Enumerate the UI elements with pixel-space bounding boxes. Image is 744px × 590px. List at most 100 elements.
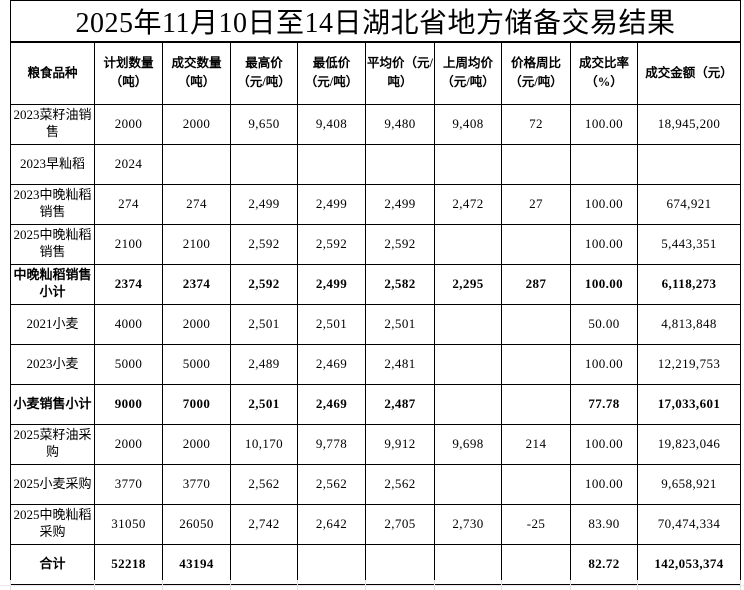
value-cell: 77.78: [570, 383, 638, 425]
value-cell: 100.00: [570, 343, 638, 385]
value-cell: 2,562: [230, 463, 298, 505]
value-cell: [434, 143, 502, 185]
value-cell: 2,501: [230, 383, 298, 425]
value-cell: 52218: [94, 543, 163, 585]
grain-variety-cell: 中晚籼稻销售小计: [10, 263, 95, 305]
value-cell: 2000: [162, 303, 231, 345]
value-cell: 82.72: [570, 543, 638, 585]
value-cell: [570, 143, 638, 185]
column-header-row: 粮食品种 计划数量（吨） 成交数量（吨） 最高价（元/吨） 最低价（元/吨） 平均价（元/…: [10, 41, 742, 105]
grain-variety-cell: 小麦销售小计: [10, 383, 95, 425]
value-cell: 9,912: [365, 423, 435, 465]
table-row: 2021小麦 4000 2000 2,501 2,501 2,501 50.00 4,813,…: [10, 303, 742, 345]
value-cell: [636, 143, 742, 185]
value-cell: 2,582: [365, 263, 435, 305]
value-cell: 9,408: [297, 103, 366, 145]
value-cell: 9,698: [434, 423, 502, 465]
value-cell: [434, 543, 502, 585]
value-cell: 5000: [94, 343, 163, 385]
grain-variety-cell: 2023早籼稻: [10, 143, 95, 185]
value-cell: 674,921: [636, 183, 742, 225]
value-cell: 3770: [162, 463, 231, 505]
value-cell: 5000: [162, 343, 231, 385]
value-cell: [434, 303, 502, 345]
grain-variety-cell: 2023菜籽油销售: [10, 103, 95, 145]
value-cell: 2,295: [434, 263, 502, 305]
value-cell: [501, 543, 571, 585]
table-row: 2023菜籽油销售 2000 2000 9,650 9,408 9,480 9,408 72 1…: [10, 103, 742, 145]
value-cell: 2,489: [230, 343, 298, 385]
table-row: 2023小麦 5000 5000 2,489 2,469 2,481 100.00 12,21…: [10, 343, 742, 385]
value-cell: 2,501: [230, 303, 298, 345]
grain-variety-cell: 2021小麦: [10, 303, 95, 345]
value-cell: [434, 383, 502, 425]
value-cell: [501, 463, 571, 505]
value-cell: 9,658,921: [636, 463, 742, 505]
value-cell: 2,499: [230, 183, 298, 225]
value-cell: 2,469: [297, 383, 366, 425]
grain-variety-cell: 2025小麦采购: [10, 463, 95, 505]
value-cell: [501, 303, 571, 345]
value-cell: [501, 223, 571, 265]
value-cell: 214: [501, 423, 571, 465]
value-cell: 2,501: [365, 303, 435, 345]
value-cell: 18,945,200: [636, 103, 742, 145]
value-cell: 9,480: [365, 103, 435, 145]
value-cell: [434, 223, 502, 265]
table-row: 2023中晚籼稻销售 274 274 2,499 2,499 2,499 2,472 27 10…: [10, 183, 742, 225]
value-cell: 274: [162, 183, 231, 225]
trade-results-table: 2025年11月10日至14日湖北省地方储备交易结果 粮食品种 计划数量（吨） 成交…: [9, 0, 742, 585]
value-cell: 2000: [162, 423, 231, 465]
page-title: 2025年11月10日至14日湖北省地方储备交易结果: [9, 0, 742, 43]
value-cell: 2024: [94, 143, 163, 185]
grain-variety-cell: 2025中晚籼稻销售: [10, 223, 95, 265]
value-cell: 2,562: [365, 463, 435, 505]
value-cell: 2,592: [297, 223, 366, 265]
value-cell: 2,562: [297, 463, 366, 505]
value-cell: 12,219,753: [636, 343, 742, 385]
table-row: 2025小麦采购 3770 3770 2,562 2,562 2,562 100.00 9,6…: [10, 463, 742, 505]
value-cell: [434, 343, 502, 385]
value-cell: 142,053,374: [636, 543, 742, 585]
grain-variety-cell: 2025中晚籼稻采购: [10, 503, 95, 545]
value-cell: 2,705: [365, 503, 435, 545]
value-cell: 274: [94, 183, 163, 225]
value-cell: 287: [501, 263, 571, 305]
value-cell: 2100: [162, 223, 231, 265]
grain-variety-cell: 2023小麦: [10, 343, 95, 385]
value-cell: -25: [501, 503, 571, 545]
value-cell: [501, 343, 571, 385]
value-cell: 100.00: [570, 263, 638, 305]
value-cell: [297, 543, 366, 585]
value-cell: [230, 543, 298, 585]
value-cell: [365, 543, 435, 585]
value-cell: 5,443,351: [636, 223, 742, 265]
value-cell: 43194: [162, 543, 231, 585]
column-header-0: 粮食品种: [10, 41, 95, 105]
value-cell: 9000: [94, 383, 163, 425]
value-cell: 31050: [94, 503, 163, 545]
value-cell: 2,730: [434, 503, 502, 545]
value-cell: 100.00: [570, 423, 638, 465]
value-cell: 2,499: [297, 263, 366, 305]
value-cell: [365, 143, 435, 185]
value-cell: 2,499: [365, 183, 435, 225]
column-header-2: 成交数量（吨）: [162, 41, 231, 105]
value-cell: 17,033,601: [636, 383, 742, 425]
value-cell: 50.00: [570, 303, 638, 345]
value-cell: 2374: [94, 263, 163, 305]
value-cell: 2,642: [297, 503, 366, 545]
value-cell: 6,118,273: [636, 263, 742, 305]
value-cell: [501, 383, 571, 425]
value-cell: 2,487: [365, 383, 435, 425]
value-cell: 100.00: [570, 183, 638, 225]
value-cell: 9,650: [230, 103, 298, 145]
value-cell: 70,474,334: [636, 503, 742, 545]
value-cell: 2,592: [230, 223, 298, 265]
value-cell: 9,408: [434, 103, 502, 145]
value-cell: 2,742: [230, 503, 298, 545]
column-header-5: 平均价（元/吨）: [365, 41, 435, 105]
table-row: 合计 52218 43194 82.72 142,053,374: [10, 543, 742, 585]
value-cell: 4,813,848: [636, 303, 742, 345]
value-cell: 2000: [94, 423, 163, 465]
